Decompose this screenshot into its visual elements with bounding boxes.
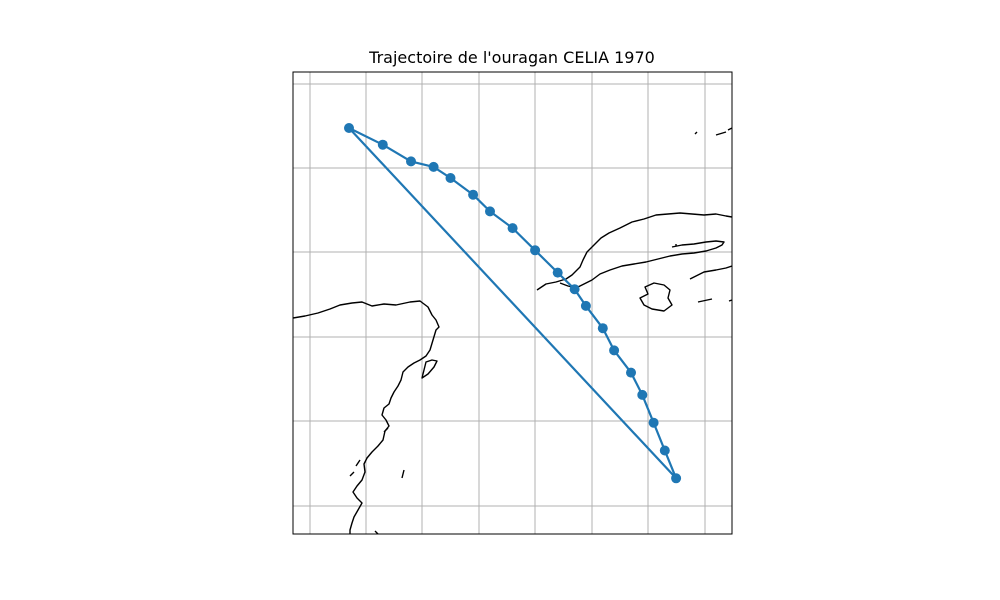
track-point-6 xyxy=(485,206,495,217)
track-point-15 xyxy=(637,389,648,400)
coastline-cuba xyxy=(536,212,732,291)
track-line xyxy=(348,127,678,480)
coastline-cuba-south xyxy=(559,240,732,289)
coastline-isla-juventud xyxy=(639,282,673,312)
coastlines xyxy=(293,127,732,534)
track-point-3 xyxy=(428,161,439,172)
track-point-18 xyxy=(671,473,682,484)
track-point-0 xyxy=(344,123,354,133)
map-frame xyxy=(292,71,733,535)
map-title: Trajectoire de l'ouragan CELIA 1970 xyxy=(368,48,655,67)
track-point-5 xyxy=(468,189,479,200)
track-point-9 xyxy=(552,267,563,278)
coastline-belize-cays xyxy=(349,427,405,534)
track-point-10 xyxy=(569,284,580,295)
track-point-7 xyxy=(507,223,518,234)
track-points xyxy=(344,123,682,484)
track-point-12 xyxy=(597,323,608,334)
track-point-1 xyxy=(377,139,388,150)
track-point-11 xyxy=(580,300,591,311)
track-point-17 xyxy=(659,445,670,456)
coastline-keys xyxy=(694,127,732,303)
map-axes xyxy=(293,72,732,534)
coastline-cozumel xyxy=(421,359,438,379)
track-point-13 xyxy=(609,345,620,356)
track-point-4 xyxy=(445,173,456,183)
track-point-16 xyxy=(648,417,659,428)
storm-track xyxy=(344,123,682,484)
track-point-14 xyxy=(626,367,636,378)
graticule xyxy=(293,72,732,534)
coastline-yucatan xyxy=(293,300,440,534)
track-point-2 xyxy=(406,156,416,167)
track-point-8 xyxy=(530,245,541,256)
